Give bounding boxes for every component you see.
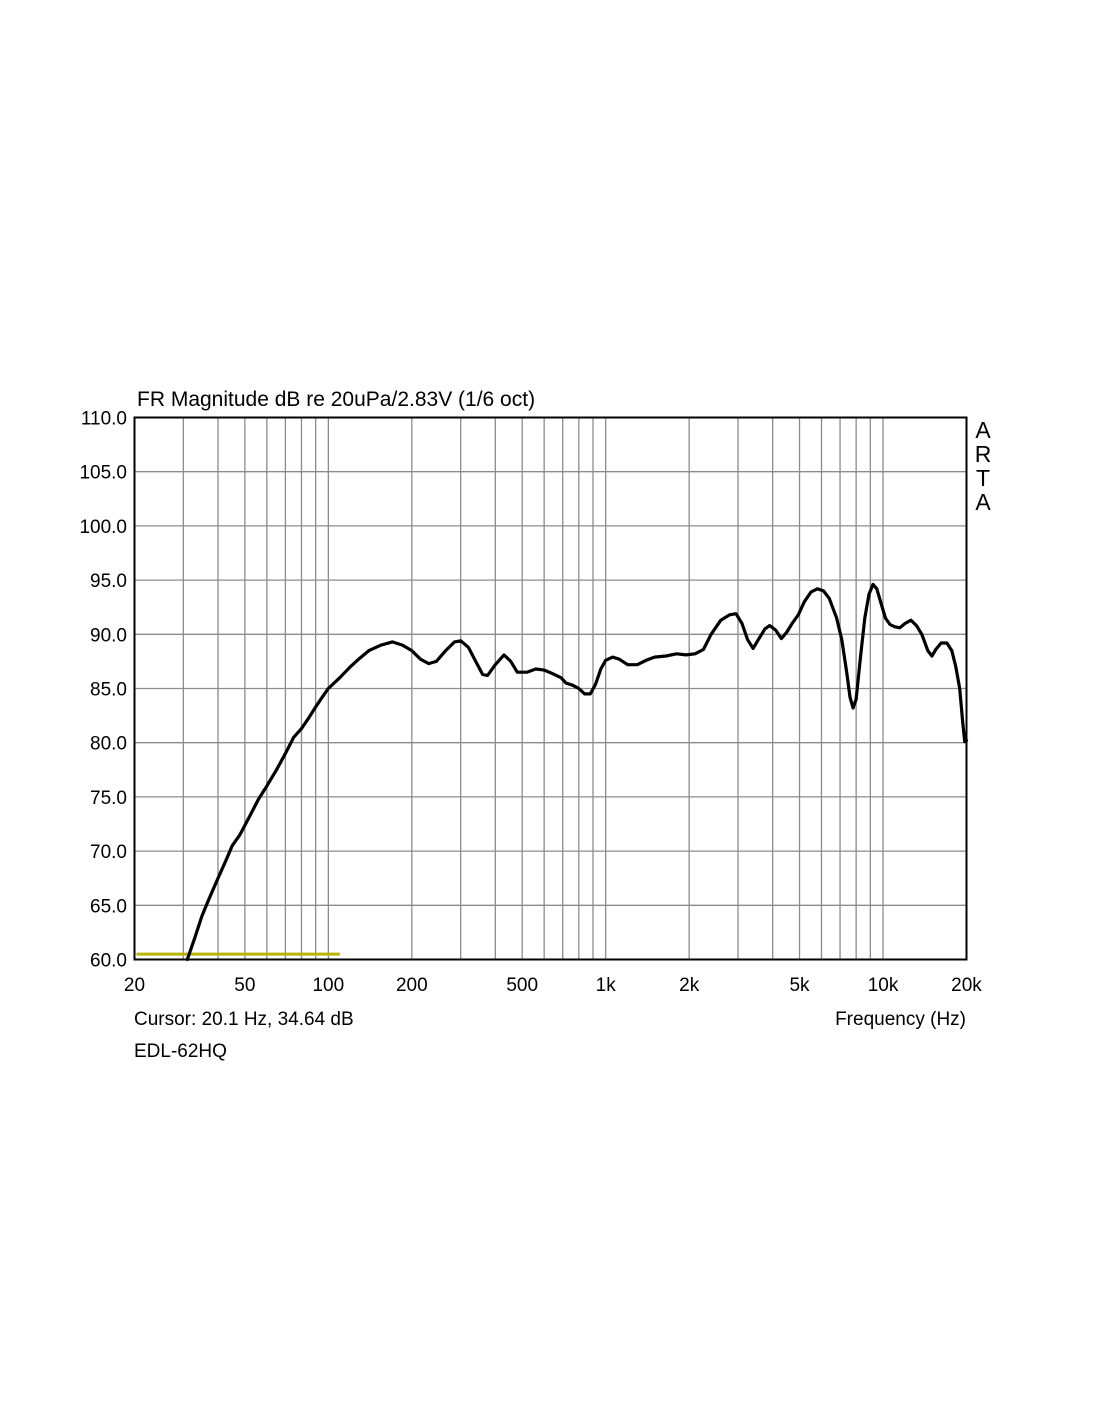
x-tick-label: 20k: [951, 975, 982, 996]
x-tick-label: 500: [506, 975, 538, 996]
y-tick-label: 80.0: [90, 734, 127, 755]
y-tick-label: 75.0: [90, 788, 127, 809]
measurement-name: EDL-62HQ: [134, 1041, 227, 1062]
y-tick-label: 90.0: [90, 625, 127, 646]
plot-frame: [133, 416, 968, 961]
y-tick-label: 105.0: [79, 463, 127, 484]
x-tick-label: 2k: [679, 975, 700, 996]
grid: [134, 417, 967, 960]
y-tick-label: 60.0: [90, 951, 127, 972]
cursor-readout: Cursor: 20.1 Hz, 34.64 dB: [134, 1009, 354, 1030]
x-tick-label: 200: [396, 975, 428, 996]
x-tick-label: 20: [124, 975, 145, 996]
y-axis-ticks: 110.0 105.0 100.0 95.0 90.0 85.0 80.0 75.0 70.0 6…: [79, 409, 127, 972]
chart-title: FR Magnitude dB re 20uPa/2.83V (1/6 oct): [137, 388, 535, 411]
frequency-response-curve: [185, 582, 969, 962]
watermark-letter: R: [975, 441, 992, 467]
x-tick-label: 5k: [789, 975, 810, 996]
watermark-letter: A: [975, 417, 991, 443]
x-tick-label: 100: [312, 975, 344, 996]
y-tick-label: 110.0: [81, 409, 127, 430]
x-tick-label: 1k: [596, 975, 617, 996]
watermark-letter: T: [976, 465, 990, 491]
x-axis-label: Frequency (Hz): [835, 1009, 966, 1030]
y-tick-label: 85.0: [90, 680, 127, 701]
y-tick-label: 65.0: [90, 896, 127, 917]
y-tick-label: 95.0: [90, 571, 127, 592]
x-tick-label: 10k: [868, 975, 899, 996]
y-tick-label: 100.0: [79, 517, 127, 538]
watermark-letter: A: [975, 489, 991, 515]
x-axis-ticks: 20 50 100 200 500 1k 2k 5k 10k 20k: [124, 975, 982, 996]
y-tick-label: 70.0: [90, 842, 127, 863]
x-tick-label: 50: [234, 975, 255, 996]
